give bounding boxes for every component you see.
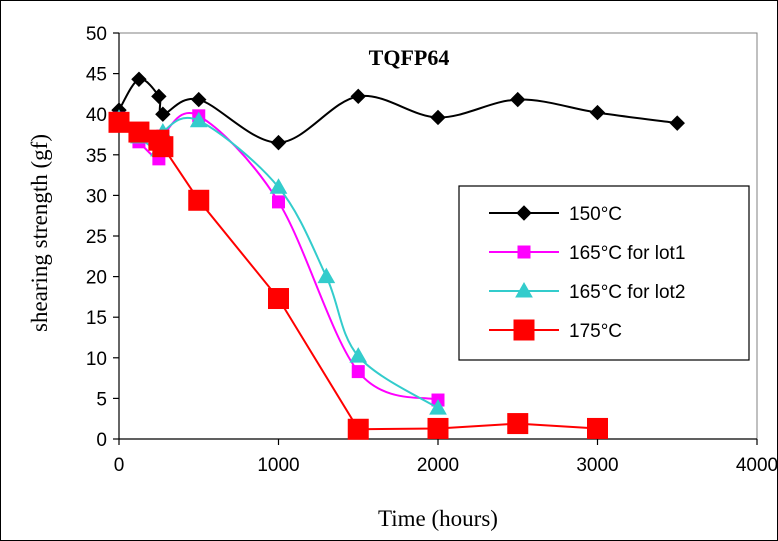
legend-entry: 175°C — [489, 319, 622, 342]
data-point — [270, 134, 287, 151]
legend-swatch-marker — [515, 281, 533, 298]
series-layer — [108, 71, 685, 440]
legend-label: 165°C for lot1 — [569, 243, 685, 264]
data-point — [349, 347, 368, 363]
x-tick-label: 0 — [114, 455, 125, 476]
axes: 0 5 10 15 20 25 30 35 40 45 50 0 1000 2000 3000 4000 — [86, 24, 777, 476]
data-point — [347, 418, 369, 440]
series-line — [118, 116, 439, 409]
x-axis-title: Time (hours) — [378, 506, 498, 531]
data-point — [131, 71, 147, 87]
data-point — [587, 417, 608, 439]
data-point — [510, 91, 526, 108]
legend-label: 165°C for lot2 — [569, 282, 685, 303]
data-point — [108, 111, 130, 133]
data-point — [155, 106, 171, 122]
y-tick-label: 35 — [86, 146, 107, 167]
y-tick-label: 45 — [86, 65, 107, 86]
data-point — [317, 267, 336, 284]
data-point — [191, 91, 207, 108]
legend-entry: 150°C — [489, 204, 622, 225]
legend-label: 150°C — [569, 204, 622, 225]
legend-swatch-marker — [517, 245, 531, 259]
legend: 150°C 165°C for lot1 165°C for lot2 175°C — [458, 185, 750, 361]
data-point — [430, 109, 446, 126]
y-tick-label: 5 — [96, 389, 107, 410]
data-point — [152, 136, 174, 158]
y-tick-label: 15 — [86, 308, 107, 329]
series-0 — [111, 71, 685, 151]
data-point — [272, 195, 285, 209]
data-point — [188, 189, 210, 211]
legend-entry: 165°C for lot1 — [489, 243, 685, 264]
y-tick-label: 50 — [86, 24, 107, 45]
x-tick-label: 1000 — [257, 455, 299, 476]
data-point — [427, 417, 449, 439]
series-3 — [108, 111, 608, 440]
chart-title: TQFP64 — [369, 45, 450, 70]
y-tick-label: 40 — [86, 105, 107, 126]
x-tick-label: 4000 — [736, 455, 777, 476]
data-point — [268, 288, 289, 310]
data-point — [429, 399, 447, 415]
y-tick-label: 10 — [86, 349, 107, 370]
y-tick-label: 25 — [86, 227, 107, 248]
legend-swatch-marker — [516, 205, 532, 221]
legend-swatch-marker — [513, 319, 535, 341]
y-tick-label: 0 — [96, 430, 107, 451]
x-tick-label: 2000 — [417, 455, 459, 476]
data-point — [350, 88, 366, 105]
data-point — [128, 121, 150, 143]
data-point — [151, 88, 167, 105]
data-point — [669, 115, 685, 131]
y-tick-label: 30 — [86, 186, 107, 207]
x-tick-label: 3000 — [576, 455, 618, 476]
data-point — [507, 413, 529, 435]
y-tick-label: 20 — [86, 268, 107, 289]
data-point — [589, 104, 606, 121]
y-axis-title: shearing strength (gf) — [27, 134, 52, 332]
legend-entry: 165°C for lot2 — [489, 281, 685, 303]
legend-label: 175°C — [569, 321, 622, 342]
data-point — [189, 111, 208, 128]
data-point — [269, 178, 288, 194]
data-point — [351, 365, 365, 379]
